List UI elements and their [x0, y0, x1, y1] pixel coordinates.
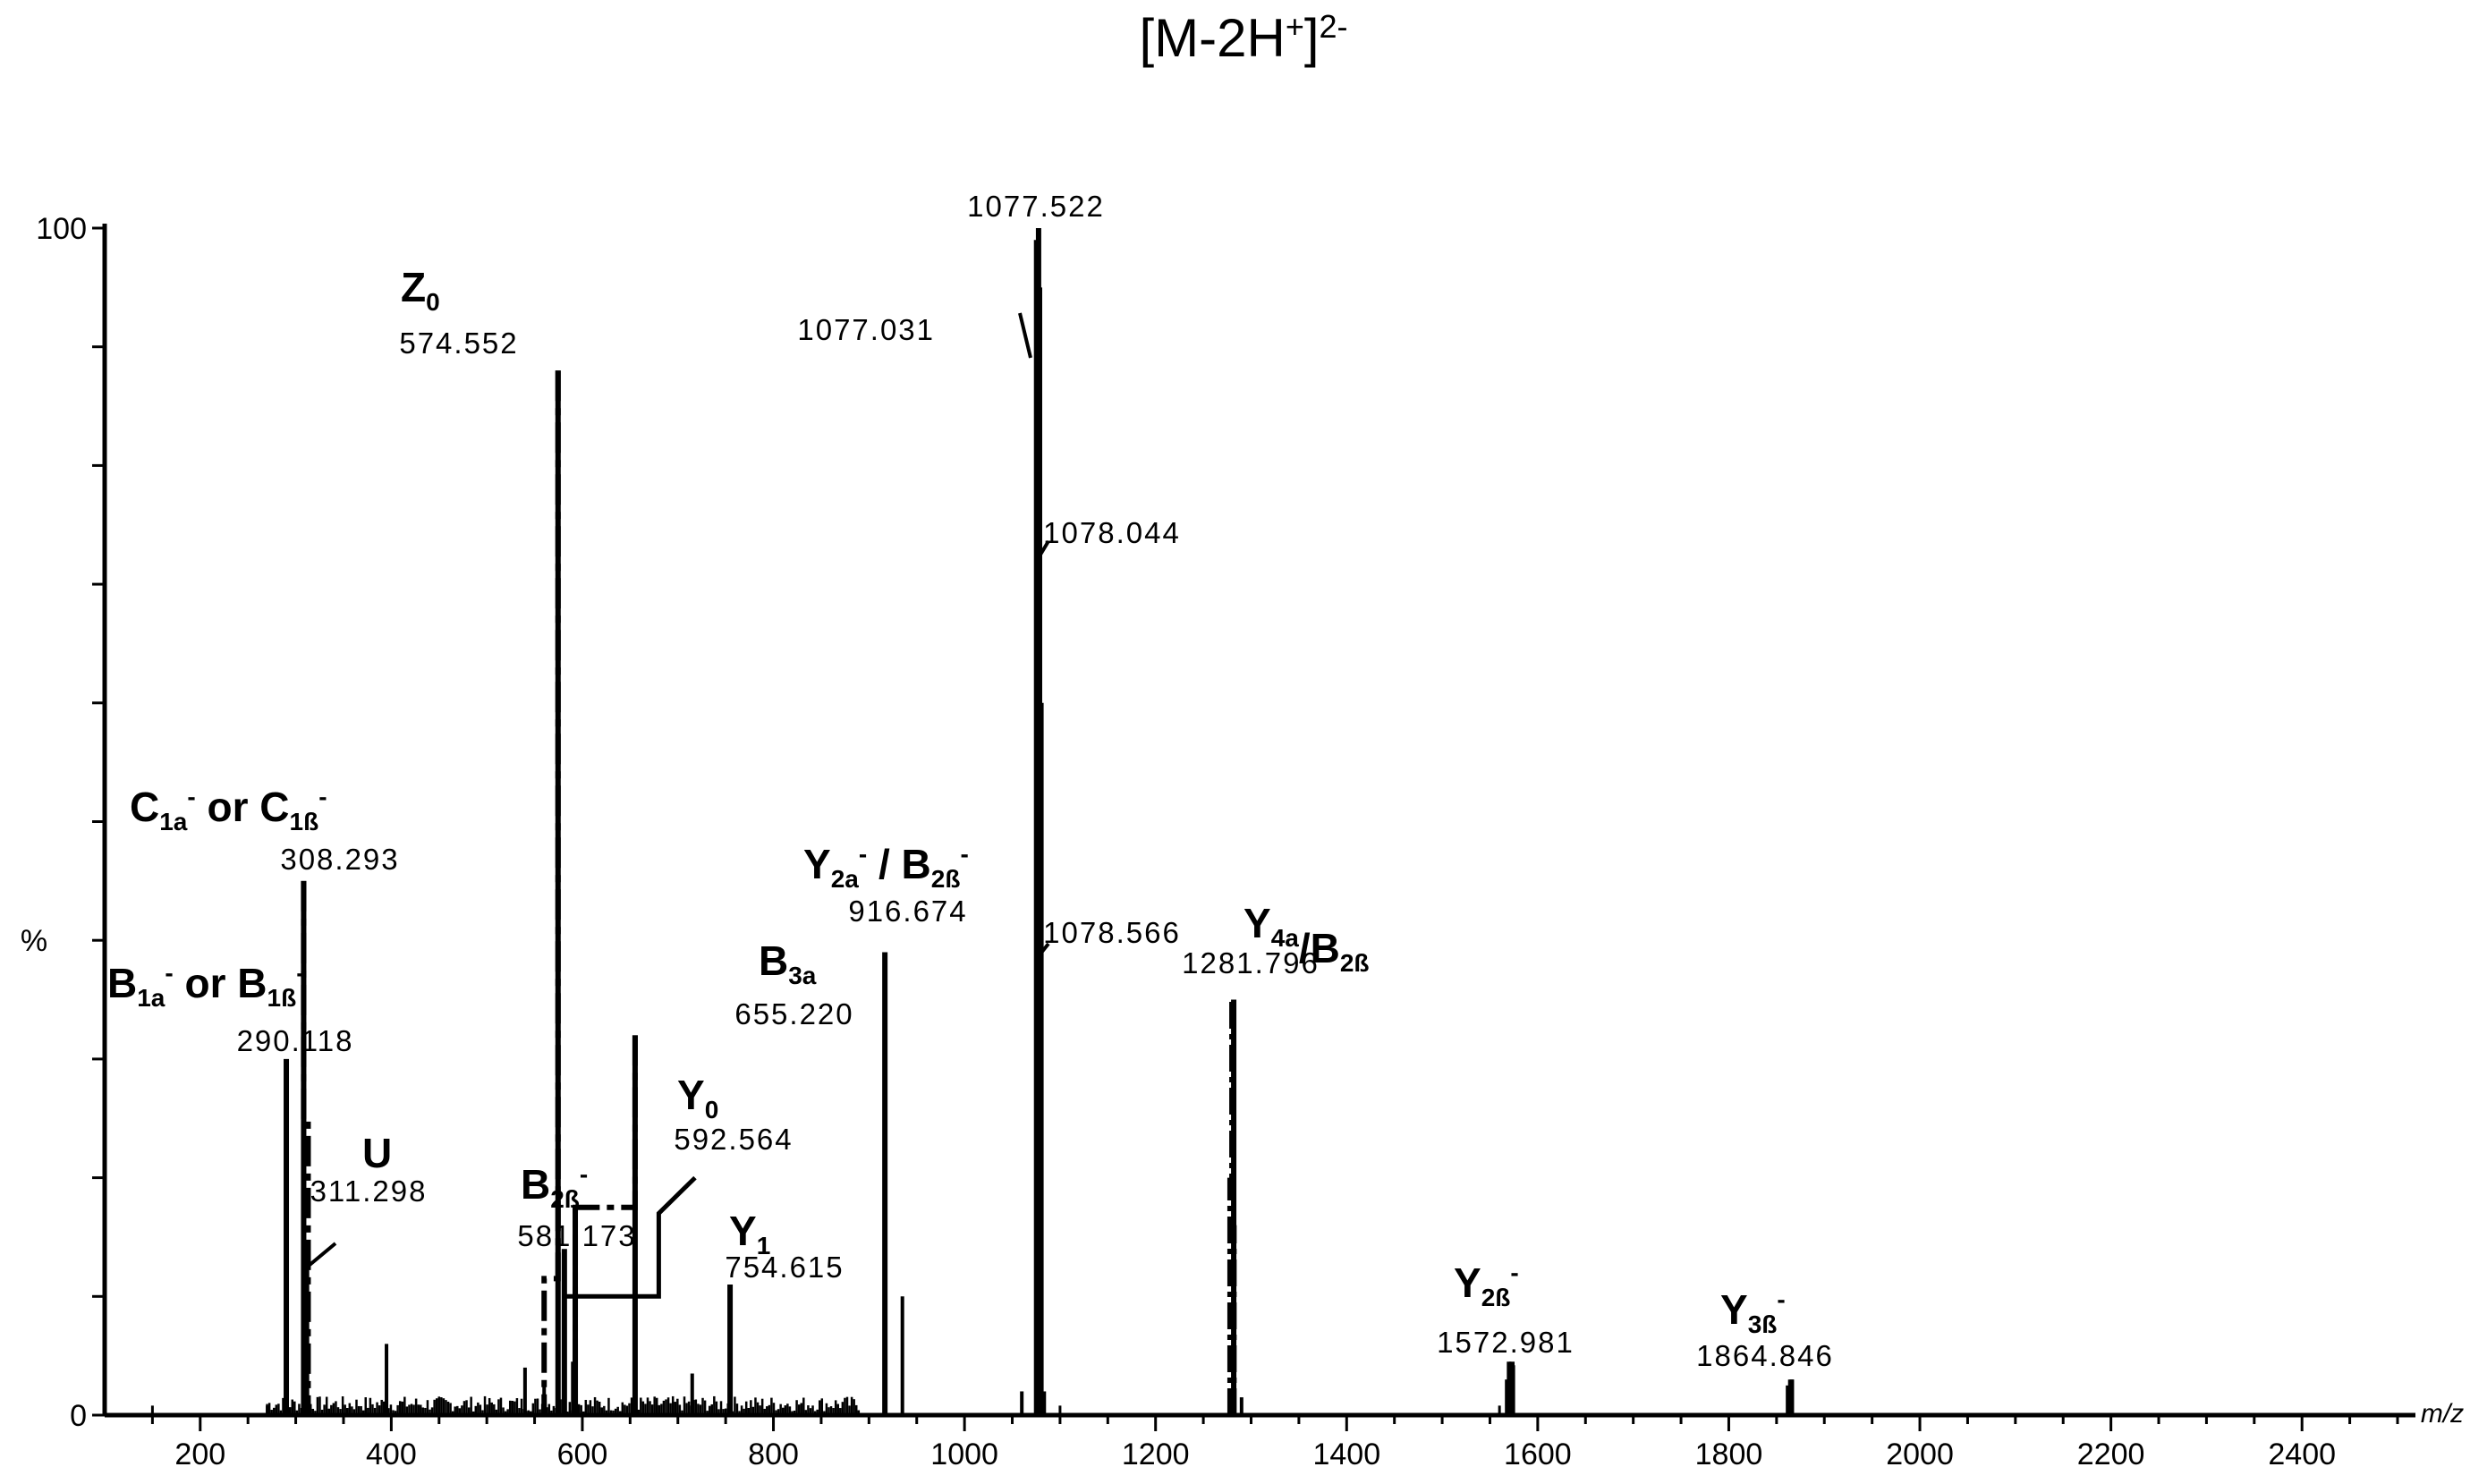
- peak-mz-label: 1077.031: [797, 313, 935, 346]
- peak-mz-label: 754.615: [725, 1251, 844, 1284]
- peak-ion-label: Y3ß-: [1720, 1285, 1786, 1338]
- peak-connector-b2b: [562, 1175, 697, 1415]
- peak-mz-label: 311.298: [310, 1174, 428, 1208]
- x-tick-label: 1200: [1122, 1437, 1190, 1471]
- label-leader-line: [1036, 942, 1050, 959]
- peak-mz-label: 1077.522: [967, 190, 1105, 223]
- x-axis-label: m/z: [2421, 1399, 2464, 1429]
- peak-ion-label: Y2a- / B2ß-: [803, 840, 969, 893]
- x-tick-label: 1600: [1504, 1437, 1572, 1471]
- peak-ion-label: Y4a/B2ß: [1244, 900, 1370, 977]
- peak-mz-label: 581.173: [517, 1219, 636, 1252]
- x-tick-label: 2000: [1886, 1437, 1954, 1471]
- label-leader-line: [1018, 312, 1032, 359]
- y-axis-label: %: [21, 924, 47, 958]
- x-tick-label: 1000: [930, 1437, 998, 1471]
- x-tick-label: 600: [557, 1437, 608, 1471]
- peak-connector-z0: [541, 370, 561, 1415]
- x-tick-label: 1800: [1695, 1437, 1763, 1471]
- label-leader-line: [307, 1242, 337, 1268]
- peak-mz-label: 1078.566: [1043, 916, 1181, 949]
- x-tick-label: 400: [366, 1437, 417, 1471]
- peak-ion-label: B2ß-: [521, 1160, 588, 1213]
- chart-title: [M-2H+]2-: [1139, 8, 1348, 68]
- peak-ion-label: Y0: [677, 1072, 718, 1124]
- x-tick-label: 2400: [2268, 1437, 2336, 1471]
- peak-mz-label: 655.220: [734, 997, 853, 1030]
- y-tick-label: 100: [36, 212, 87, 246]
- peak-ion-label: B1a- or B1ß-: [107, 959, 305, 1012]
- peak-mz-label: 308.293: [280, 843, 399, 876]
- label-leader-line: [1036, 539, 1050, 561]
- peak-mz-label: 1572.981: [1437, 1326, 1575, 1359]
- peak-ion-label: Y1: [729, 1208, 770, 1259]
- peak-ion-label: B3a: [759, 937, 817, 989]
- x-tick-label: 800: [748, 1437, 799, 1471]
- peak-mz-label: 916.674: [848, 895, 967, 928]
- peak-connector-c1: [301, 880, 311, 1415]
- x-tick-label: 1400: [1312, 1437, 1380, 1471]
- peak-mz-label: 1281.796: [1182, 946, 1320, 979]
- peak-mz-label: 574.552: [399, 326, 518, 360]
- peak-mz-label: 1864.846: [1696, 1339, 1834, 1372]
- x-tick-label: 200: [174, 1437, 225, 1471]
- peak-ion-label: U: [362, 1130, 392, 1176]
- peak-ion-label: Z0: [401, 264, 440, 316]
- x-tick-label: 2200: [2077, 1437, 2145, 1471]
- y-tick-label: 0: [70, 1399, 87, 1433]
- peak-mz-label: 290.118: [237, 1024, 354, 1057]
- peak-mz-label: 1078.044: [1043, 516, 1181, 549]
- peak-ion-label: C1a- or C1ß-: [130, 783, 327, 835]
- peak-mz-label: 592.564: [674, 1123, 793, 1156]
- peak-ion-label: Y2ß-: [1454, 1259, 1519, 1311]
